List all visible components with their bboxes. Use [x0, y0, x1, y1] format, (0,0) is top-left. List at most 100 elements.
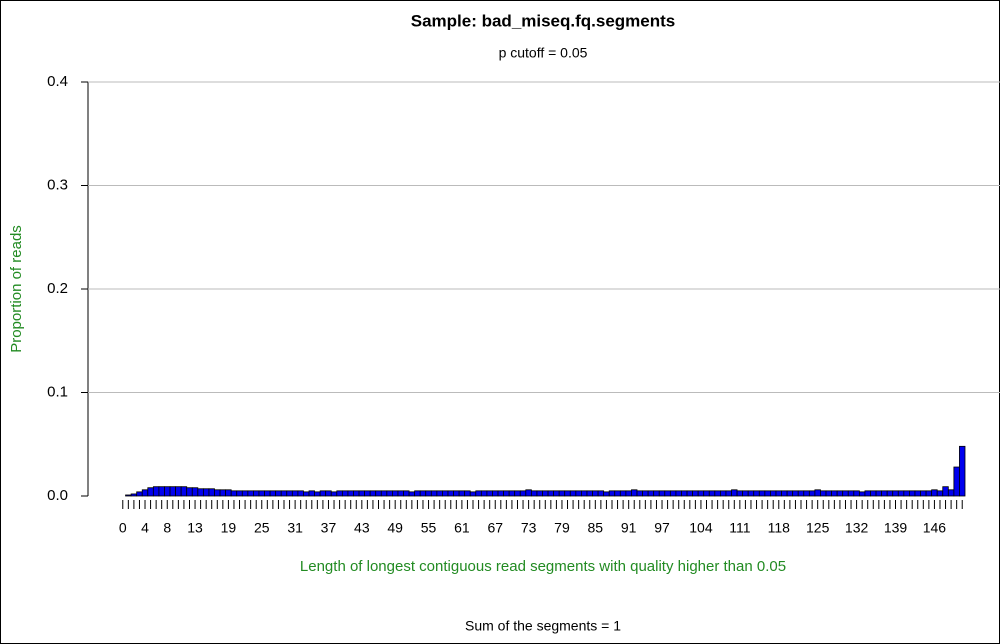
bar [375, 490, 382, 497]
bar [675, 490, 682, 497]
bar [631, 489, 638, 497]
x-tick-label: 97 [654, 520, 670, 536]
x-tick-label: 139 [884, 520, 908, 536]
bar [959, 445, 966, 497]
y-tick-label: 0.0 [47, 487, 68, 504]
bar [547, 490, 555, 497]
bar [430, 490, 438, 497]
bar [642, 490, 649, 497]
x-tick-label: 19 [221, 520, 237, 536]
bar [536, 490, 543, 497]
bar [358, 490, 366, 497]
bar [503, 490, 510, 497]
x-tick-label: 118 [768, 520, 791, 536]
x-tick-label: 8 [163, 520, 171, 536]
x-tick-label: 37 [321, 520, 337, 536]
bar [703, 490, 710, 497]
bar [897, 490, 905, 497]
bar [553, 490, 560, 497]
x-tick-label: 85 [588, 520, 604, 536]
bar [847, 490, 855, 497]
x-tick-label: 125 [806, 520, 830, 536]
bar [681, 490, 688, 497]
bar [786, 490, 794, 497]
x-tick-label: 31 [287, 520, 303, 536]
bar [725, 490, 732, 497]
bar [147, 487, 154, 497]
bar [931, 489, 938, 497]
bar [814, 489, 821, 497]
bar [403, 490, 410, 497]
bar [380, 490, 388, 497]
bar [447, 490, 454, 497]
bar [247, 490, 254, 497]
bar [742, 490, 749, 497]
x-tick-label: 73 [521, 520, 537, 536]
bar [731, 489, 738, 497]
bar [658, 490, 666, 497]
bar [664, 490, 671, 497]
bar [186, 487, 193, 497]
bar [519, 490, 527, 497]
bar [219, 489, 227, 497]
bar [758, 490, 766, 497]
x-tick-label: 79 [554, 520, 570, 536]
y-tick-label: 0.3 [47, 176, 68, 193]
bar [803, 490, 810, 497]
x-tick-label: 55 [421, 520, 437, 536]
bar [775, 490, 782, 497]
bar [947, 489, 955, 497]
bar [442, 490, 449, 497]
bar [525, 489, 532, 497]
bar [575, 490, 582, 497]
bar [614, 490, 621, 497]
bar [564, 490, 571, 497]
bar [236, 490, 243, 497]
bar [858, 491, 866, 497]
bar [191, 487, 199, 497]
bar [291, 490, 299, 497]
bar [636, 490, 643, 497]
bar [330, 491, 338, 497]
x-axis-label: Length of longest contiguous read segmen… [300, 558, 786, 575]
bar [214, 489, 221, 497]
bar [241, 490, 249, 497]
bar [436, 490, 443, 497]
bar [508, 490, 516, 497]
bar [747, 490, 755, 497]
bar [753, 490, 760, 497]
bar [770, 490, 777, 497]
bar [942, 486, 949, 497]
bar [314, 491, 321, 497]
bar [530, 490, 538, 497]
bar [492, 490, 499, 497]
bar [202, 488, 210, 497]
bar [230, 490, 238, 497]
bar [336, 490, 343, 497]
bar [864, 490, 871, 497]
x-tick-label: 13 [187, 520, 203, 536]
bar [569, 490, 577, 497]
bar [152, 486, 160, 497]
bar [936, 490, 944, 497]
bar [347, 490, 354, 497]
bar [275, 490, 282, 497]
x-tick-label: 146 [923, 520, 947, 536]
bar [297, 490, 304, 497]
x-tick-label: 104 [689, 520, 713, 536]
bar [881, 490, 888, 497]
x-tick-label: 25 [254, 520, 270, 536]
bar [542, 490, 549, 497]
bar [953, 466, 960, 497]
bar [608, 490, 616, 497]
bar [125, 494, 132, 497]
bar [592, 490, 599, 497]
bar [875, 490, 883, 497]
bar [669, 490, 677, 497]
bar [464, 490, 471, 497]
x-tick-label: 132 [845, 520, 869, 536]
bar [714, 490, 721, 497]
bar [836, 490, 844, 497]
bar [903, 490, 910, 497]
